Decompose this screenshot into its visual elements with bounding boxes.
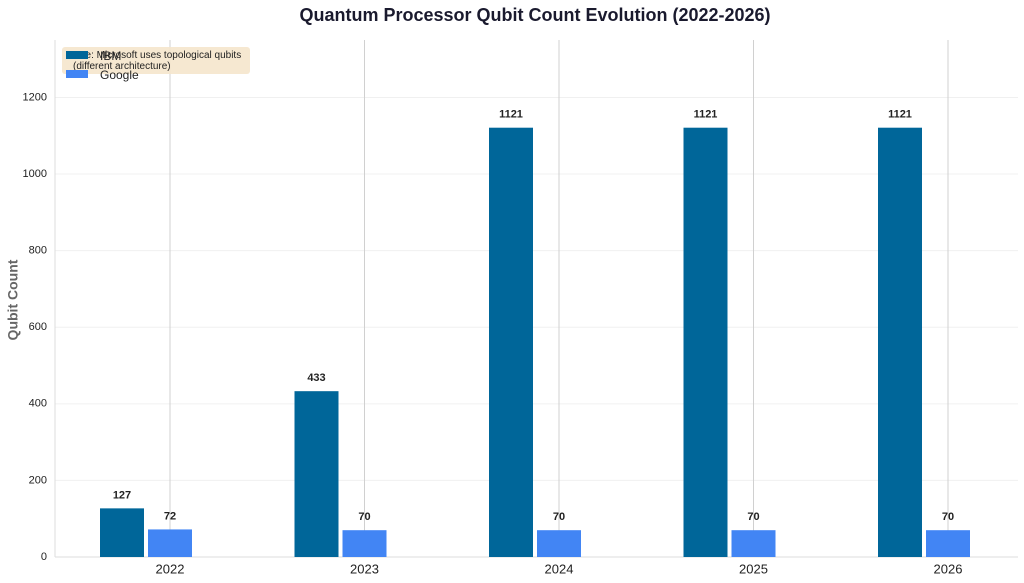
bar [489, 127, 533, 557]
bar [537, 530, 581, 557]
data-label: 433 [307, 372, 325, 384]
data-label: 70 [747, 511, 759, 523]
bar [148, 529, 192, 557]
legend-label: IBM [100, 49, 121, 63]
y-tick-label: 1200 [23, 91, 47, 103]
x-tick-label: 2024 [545, 561, 574, 576]
y-tick-label: 0 [41, 551, 47, 563]
y-tick-label: 400 [29, 398, 47, 410]
chart-title: Quantum Processor Qubit Count Evolution … [299, 5, 770, 25]
annotation: Note: Microsoft uses topological qubits(… [70, 50, 241, 72]
y-axis-label: Qubit Count [5, 259, 21, 340]
data-label: 127 [113, 489, 131, 501]
y-tick-label: 800 [29, 245, 47, 257]
x-tick-label: 2023 [350, 561, 379, 576]
y-tick-label: 1000 [23, 168, 47, 180]
data-label: 70 [553, 511, 565, 523]
bar [100, 508, 144, 557]
data-label: 70 [358, 511, 370, 523]
y-tick-label: 600 [29, 321, 47, 333]
bar [294, 391, 339, 557]
bar [926, 530, 970, 557]
data-label: 70 [942, 511, 954, 523]
data-label: 1121 [694, 109, 718, 121]
bar [683, 127, 728, 557]
data-label: 1121 [499, 109, 523, 121]
y-tick-label: 200 [29, 474, 47, 486]
bar [731, 530, 776, 557]
bar [878, 127, 922, 557]
legend-label: Google [100, 68, 139, 82]
x-tick-label: 2025 [739, 561, 768, 576]
data-label: 1121 [888, 109, 912, 121]
annotation-box [62, 47, 250, 74]
x-tick-label: 2026 [934, 561, 963, 576]
data-label: 72 [164, 510, 176, 522]
legend-swatch [66, 70, 88, 78]
legend-swatch [66, 51, 88, 59]
x-tick-label: 2022 [156, 561, 185, 576]
bar [342, 530, 387, 557]
